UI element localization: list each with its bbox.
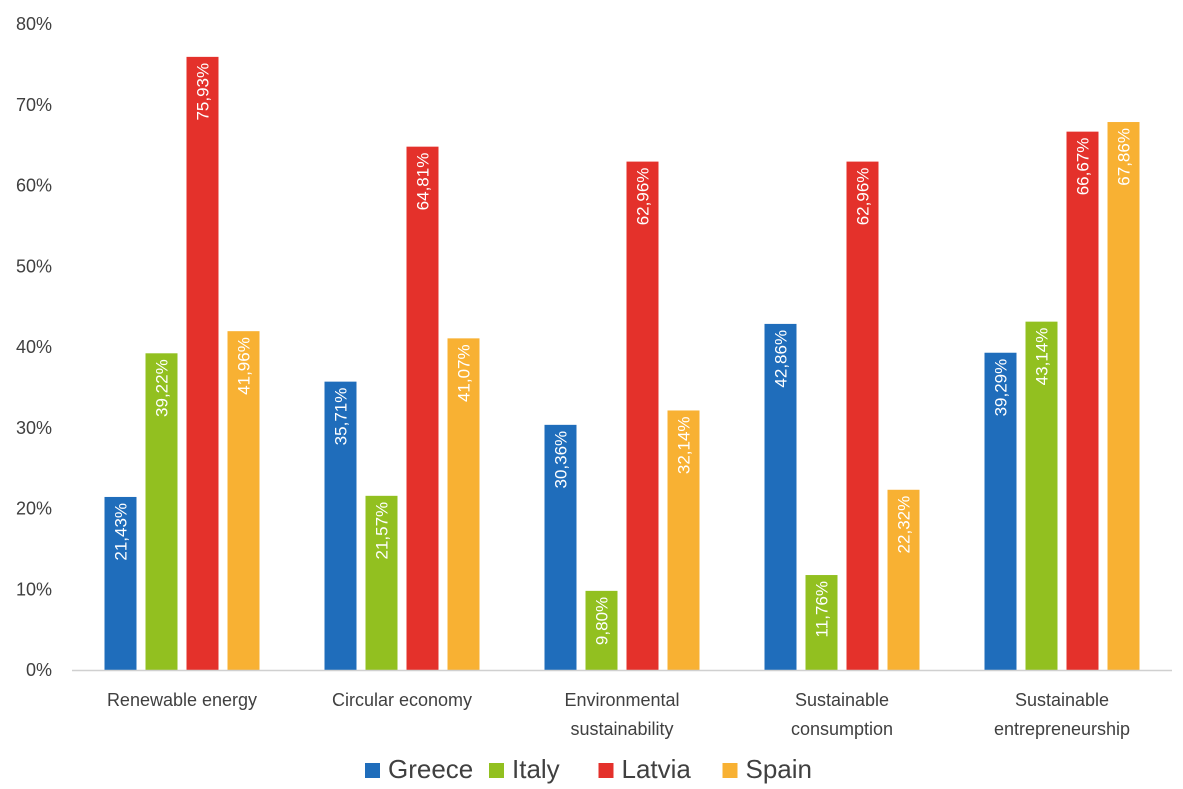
data-label: 41,96%: [235, 337, 254, 395]
legend: Greece Italy Latvia Spain: [365, 754, 812, 784]
data-label: 62,96%: [634, 168, 653, 226]
x-category-label: Environmental: [564, 690, 679, 710]
bar-greece: [104, 496, 137, 670]
data-label: 42,86%: [772, 330, 791, 388]
y-tick-label: 20%: [16, 499, 52, 519]
data-label: 39,22%: [153, 359, 172, 417]
data-label: 21,57%: [373, 502, 392, 560]
data-label: 67,86%: [1115, 128, 1134, 186]
data-label: 21,43%: [112, 503, 131, 561]
bar-greece: [984, 352, 1017, 670]
data-label: 11,76%: [813, 581, 832, 637]
legend-label: Italy: [512, 754, 560, 784]
data-label: 22,32%: [895, 496, 914, 554]
x-category-label: sustainability: [570, 719, 673, 739]
y-tick-label: 30%: [16, 418, 52, 438]
y-axis: 0% 10% 20% 30% 40% 50% 60% 70% 80%: [16, 14, 52, 680]
x-category-label: entrepreneurship: [994, 719, 1130, 739]
bar-spain: [227, 331, 260, 670]
bar-italy: [805, 575, 838, 670]
bar-greece: [764, 323, 797, 670]
y-tick-label: 0%: [26, 660, 52, 680]
data-label: 62,96%: [854, 168, 873, 226]
x-category-label: Sustainable: [1015, 690, 1109, 710]
data-label: 64,81%: [414, 153, 433, 211]
legend-swatch-italy: [489, 763, 504, 778]
data-label: 35,71%: [332, 388, 351, 446]
legend-label: Spain: [746, 754, 813, 784]
y-tick-label: 70%: [16, 95, 52, 115]
legend-swatch-greece: [365, 763, 380, 778]
bar-spain: [887, 489, 920, 670]
data-label: 9,80%: [593, 597, 612, 645]
x-category-label: Circular economy: [332, 690, 472, 710]
data-labels: 21,43% 39,22% 75,93% 41,96% 35,71% 21,57% 64,8…: [112, 63, 1134, 645]
data-label: 30,36%: [552, 431, 571, 489]
bar-italy: [365, 495, 398, 670]
x-category-label: consumption: [791, 719, 893, 739]
legend-label: Latvia: [622, 754, 692, 784]
data-label: 32,14%: [675, 416, 694, 474]
bar-greece: [324, 381, 357, 670]
bar-spain: [667, 410, 700, 670]
data-label: 66,67%: [1074, 138, 1093, 196]
y-tick-label: 60%: [16, 176, 52, 196]
bar-latvia: [406, 146, 439, 671]
bar-latvia: [1066, 131, 1099, 670]
y-tick-label: 50%: [16, 256, 52, 276]
x-axis: Renewable energy Circular economy Environm…: [72, 669, 1172, 739]
data-label: 75,93%: [194, 63, 213, 121]
bar-latvia: [846, 161, 879, 670]
data-label: 41,07%: [455, 344, 474, 402]
bar-spain: [1107, 122, 1140, 670]
y-tick-label: 40%: [16, 337, 52, 357]
bars: [104, 56, 1140, 671]
bar-latvia: [186, 56, 219, 671]
x-category-label: Renewable energy: [107, 690, 257, 710]
y-tick-label: 10%: [16, 579, 52, 599]
data-label: 43,14%: [1033, 328, 1052, 386]
bar-latvia: [626, 161, 659, 670]
data-label: 39,29%: [992, 359, 1011, 417]
bar-spain: [447, 338, 480, 670]
bar-greece: [544, 424, 577, 670]
legend-swatch-spain: [722, 763, 738, 778]
x-category-label: Sustainable: [795, 690, 889, 710]
bar-italy: [585, 590, 618, 670]
bar-italy: [1025, 321, 1058, 670]
legend-swatch-latvia: [598, 763, 614, 778]
bar-italy: [145, 353, 178, 670]
y-tick-label: 80%: [16, 14, 52, 34]
legend-label: Greece: [388, 754, 473, 784]
